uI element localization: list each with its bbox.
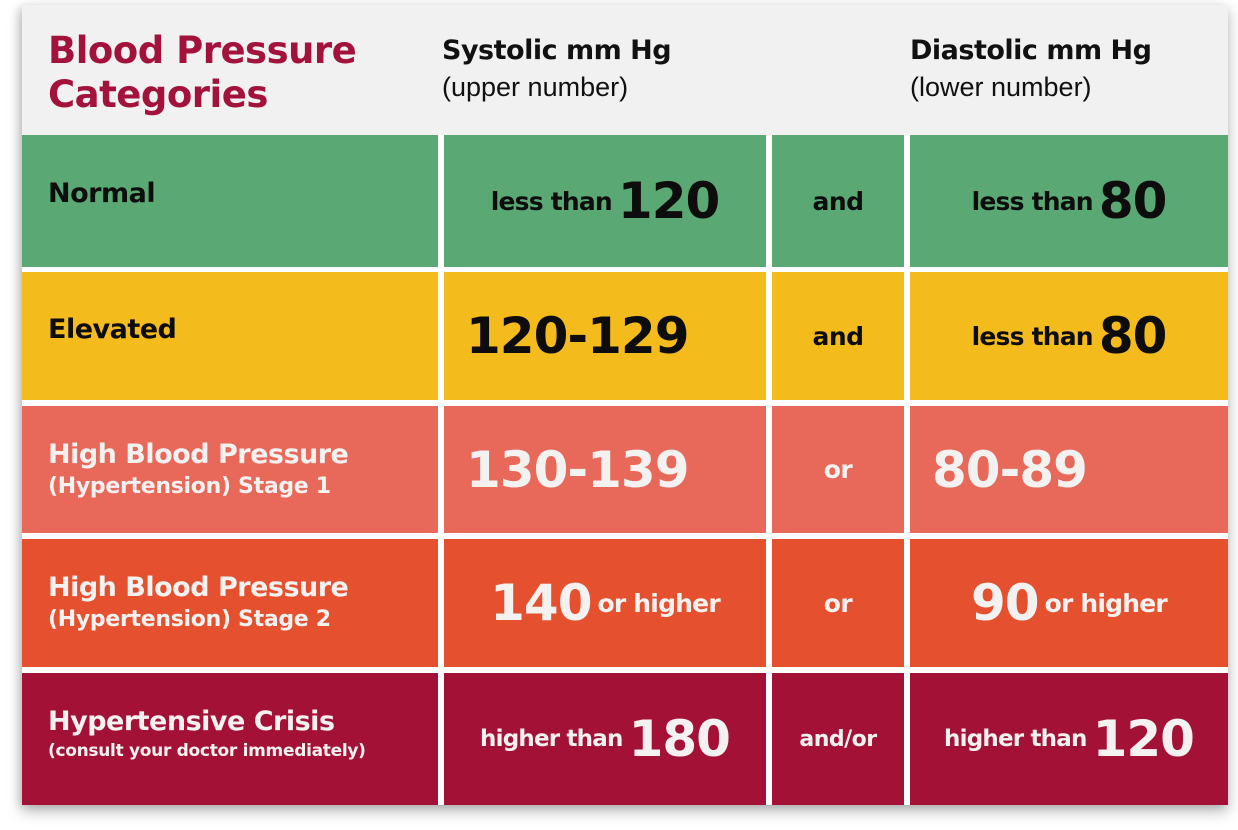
conjunction-cell: and (772, 272, 904, 400)
systolic-prefix: less than (490, 186, 613, 216)
row-elevated: Elevated 120-129 and less than 80 (22, 272, 1228, 400)
row-hypertension-stage-2: High Blood Pressure (Hypertension) Stage… (22, 539, 1228, 667)
diastolic-prefix: less than (971, 186, 1094, 216)
category-cell: High Blood Pressure (Hypertension) Stage… (22, 539, 438, 667)
systolic-prefix: higher than (480, 726, 623, 752)
row-hypertension-stage-1: High Blood Pressure (Hypertension) Stage… (22, 406, 1228, 533)
category-sublabel: (Hypertension) Stage 2 (48, 607, 331, 632)
conjunction-cell: and (772, 135, 904, 267)
systolic-header-sub: (upper number) (442, 72, 629, 102)
diastolic-cell: 90 or higher (910, 539, 1228, 667)
diastolic-cell: 80-89 (910, 406, 1228, 533)
diastolic-value: 90 (971, 574, 1040, 632)
row-normal: Normal less than 120 and less than 80 (22, 135, 1228, 267)
diastolic-value: 120 (1092, 710, 1195, 768)
conjunction-label: or (823, 455, 853, 484)
systolic-cell: 130-139 (444, 406, 766, 533)
systolic-column-header: Systolic mm Hg (upper number) (442, 33, 672, 105)
systolic-value: 130-139 (466, 440, 689, 499)
conjunction-cell: or (772, 539, 904, 667)
conjunction-label: and (812, 186, 864, 216)
chart-title-line-2: Categories (48, 73, 268, 116)
diastolic-header-label: Diastolic mm Hg (910, 35, 1152, 66)
row-hypertensive-crisis: Hypertensive Crisis (consult your doctor… (22, 673, 1228, 805)
category-cell: Normal (22, 135, 438, 267)
category-label: Normal (48, 178, 156, 209)
diastolic-prefix: less than (971, 321, 1094, 351)
diastolic-cell: less than 80 (910, 135, 1228, 267)
diastolic-prefix: higher than (944, 726, 1087, 752)
diastolic-value: 80 (1098, 172, 1168, 230)
category-cell: High Blood Pressure (Hypertension) Stage… (22, 406, 438, 533)
chart-title-line-1: Blood Pressure (48, 29, 357, 72)
diastolic-value: 80 (1098, 307, 1168, 365)
category-sublabel: (Hypertension) Stage 1 (48, 473, 331, 499)
systolic-suffix: or higher (597, 588, 721, 618)
diastolic-cell: less than 80 (910, 272, 1228, 400)
conjunction-label: and (812, 321, 864, 351)
diastolic-suffix: or higher (1044, 588, 1168, 618)
systolic-value: 120-129 (466, 307, 689, 365)
category-cell: Elevated (22, 272, 438, 400)
systolic-cell: 120-129 (444, 272, 766, 400)
category-label: High Blood Pressure (48, 572, 349, 603)
systolic-value: 140 (490, 574, 592, 632)
category-label: Elevated (48, 314, 177, 345)
conjunction-label: or (823, 588, 853, 618)
conjunction-cell: or (772, 406, 904, 533)
category-label: High Blood Pressure (48, 438, 349, 470)
conjunction-cell: and/or (772, 673, 904, 805)
diastolic-column-header: Diastolic mm Hg (lower number) (910, 33, 1152, 105)
systolic-cell: higher than 180 (444, 673, 766, 805)
systolic-cell: less than 120 (444, 135, 766, 267)
category-sublabel: (consult your doctor immediately) (48, 741, 366, 761)
diastolic-cell: higher than 120 (910, 673, 1228, 805)
systolic-value: 120 (617, 172, 720, 230)
blood-pressure-chart-card: Blood Pressure Categories Systolic mm Hg… (22, 5, 1228, 805)
systolic-value: 180 (628, 710, 731, 768)
conjunction-label: and/or (799, 726, 877, 752)
chart-header: Blood Pressure Categories Systolic mm Hg… (22, 5, 1228, 135)
systolic-header-label: Systolic mm Hg (442, 35, 672, 66)
chart-title: Blood Pressure Categories (48, 29, 357, 117)
category-cell: Hypertensive Crisis (consult your doctor… (22, 673, 438, 805)
category-label: Hypertensive Crisis (48, 706, 335, 737)
systolic-cell: 140 or higher (444, 539, 766, 667)
diastolic-header-sub: (lower number) (910, 72, 1092, 102)
diastolic-value: 80-89 (932, 440, 1088, 499)
